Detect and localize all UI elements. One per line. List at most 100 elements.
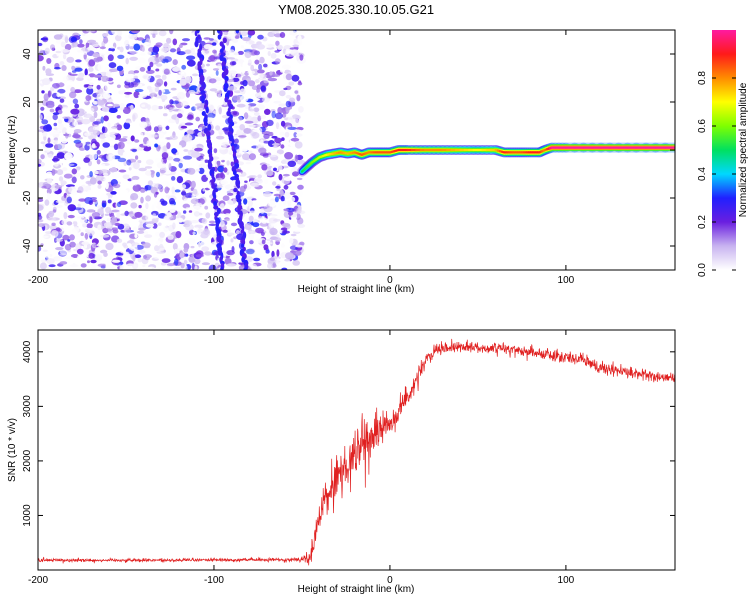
- noise-streak-blob: [216, 207, 221, 214]
- noise-speckle: [56, 143, 65, 150]
- noise-speckle: [51, 158, 60, 162]
- noise-speckle: [267, 200, 277, 207]
- noise-speckle: [274, 112, 283, 120]
- noise-speckle: [195, 202, 203, 207]
- noise-speckle: [276, 54, 281, 58]
- noise-speckle: [149, 92, 157, 97]
- noise-speckle: [64, 152, 73, 160]
- noise-speckle: [97, 263, 106, 267]
- noise-speckle: [41, 78, 51, 86]
- noise-speckle: [253, 257, 261, 262]
- y-tick-label: -20: [22, 190, 33, 205]
- noise-speckle: [188, 210, 193, 213]
- noise-speckle: [122, 174, 131, 180]
- noise-speckle: [145, 69, 155, 74]
- noise-speckle: [96, 93, 103, 102]
- noise-speckle: [246, 42, 250, 47]
- noise-speckle: [285, 122, 292, 128]
- noise-speckle: [109, 131, 118, 136]
- noise-speckle: [261, 239, 266, 245]
- noise-speckle: [296, 94, 301, 102]
- noise-speckle: [129, 50, 138, 54]
- noise-speckle: [267, 50, 271, 57]
- noise-speckle: [194, 265, 198, 270]
- noise-speckle: [39, 262, 47, 270]
- noise-speckle: [171, 54, 176, 58]
- noise-speckle: [138, 167, 147, 172]
- noise-speckle: [67, 218, 71, 222]
- noise-speckle: [274, 137, 282, 143]
- noise-speckle: [59, 253, 67, 256]
- noise-speckle: [100, 194, 109, 201]
- y-tick-label: 2000: [22, 449, 33, 472]
- noise-speckle: [236, 103, 246, 108]
- noise-speckle: [144, 234, 153, 239]
- noise-speckle: [42, 249, 48, 252]
- noise-speckle: [142, 264, 146, 268]
- noise-speckle: [45, 143, 54, 148]
- noise-speckle: [281, 222, 291, 228]
- noise-speckle: [134, 88, 144, 93]
- noise-speckle: [163, 43, 169, 48]
- noise-speckle: [109, 46, 115, 49]
- noise-speckle: [105, 134, 109, 138]
- noise-speckle: [60, 180, 67, 186]
- colorbar: 0.0 0.2 0.4 0.6 0.8 Normalized spectral ampl…: [697, 30, 749, 277]
- noise-speckle: [110, 191, 117, 195]
- noise-speckle: [96, 84, 101, 90]
- noise-speckle: [73, 89, 83, 94]
- noise-speckle: [208, 223, 217, 226]
- noise-speckle: [232, 95, 240, 101]
- noise-speckle: [197, 107, 204, 113]
- noise-speckle: [72, 262, 76, 268]
- noise-speckle: [195, 258, 201, 264]
- noise-speckle: [145, 202, 149, 210]
- x-tick-label: -100: [204, 575, 224, 586]
- noise-streak-blob: [220, 266, 224, 270]
- noise-speckle: [38, 113, 43, 121]
- noise-speckle: [163, 113, 168, 117]
- noise-speckle: [181, 191, 187, 196]
- noise-speckle: [139, 31, 143, 35]
- noise-streak-blob: [211, 184, 216, 189]
- noise-speckle: [178, 162, 183, 169]
- noise-speckle: [115, 252, 122, 255]
- noise-speckle: [289, 30, 298, 36]
- noise-speckle: [70, 254, 79, 258]
- noise-speckle: [77, 254, 81, 260]
- noise-speckle: [173, 157, 181, 162]
- noise-speckle: [89, 216, 93, 224]
- noise-speckle: [292, 171, 299, 177]
- noise-speckle: [170, 87, 177, 91]
- noise-speckle: [238, 135, 247, 138]
- noise-speckle: [294, 129, 301, 133]
- noise-streak-blob: [201, 111, 206, 116]
- noise-speckle: [172, 59, 178, 66]
- noise-speckle: [283, 177, 292, 181]
- noise-speckle: [110, 212, 115, 216]
- noise-speckle: [281, 243, 285, 248]
- noise-speckle: [190, 245, 195, 249]
- noise-speckle: [138, 219, 147, 224]
- noise-speckle: [235, 30, 240, 34]
- noise-speckle: [38, 198, 44, 202]
- noise-speckle: [139, 67, 146, 72]
- noise-speckle: [71, 168, 78, 175]
- noise-speckle: [257, 69, 265, 74]
- noise-speckle: [116, 211, 121, 219]
- noise-speckle: [284, 152, 294, 160]
- noise-speckle: [280, 144, 285, 149]
- noise-speckle: [278, 126, 282, 130]
- noise-speckle: [238, 262, 245, 265]
- noise-speckle: [205, 117, 215, 122]
- noise-speckle: [272, 143, 280, 146]
- noise-speckle: [131, 262, 139, 270]
- noise-speckle: [287, 160, 297, 167]
- noise-speckle: [243, 127, 252, 134]
- noise-speckle: [296, 42, 300, 45]
- noise-speckle: [130, 193, 139, 201]
- noise-speckle: [148, 126, 152, 131]
- noise-speckle: [141, 104, 146, 108]
- noise-speckle: [163, 47, 168, 52]
